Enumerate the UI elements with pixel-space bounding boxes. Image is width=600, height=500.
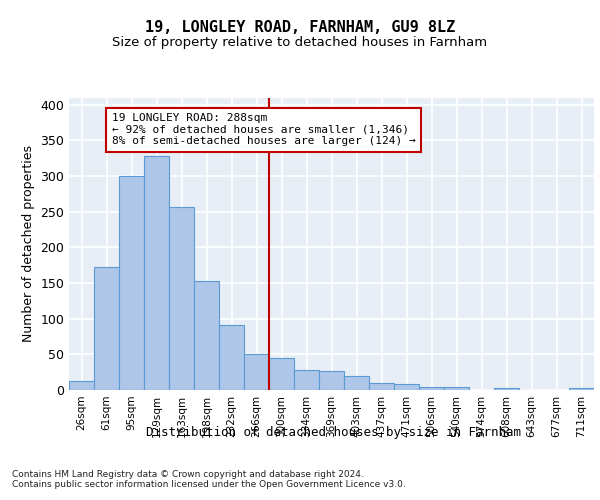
Bar	[494, 388, 519, 390]
Bar	[244, 354, 269, 390]
Text: 19, LONGLEY ROAD, FARNHAM, GU9 8LZ: 19, LONGLEY ROAD, FARNHAM, GU9 8LZ	[145, 20, 455, 35]
Bar	[119, 176, 144, 390]
Bar	[344, 376, 369, 390]
Bar	[294, 370, 319, 390]
Bar	[444, 387, 469, 390]
Bar	[419, 387, 444, 390]
Bar	[394, 384, 419, 390]
Text: Size of property relative to detached houses in Farnham: Size of property relative to detached ho…	[112, 36, 488, 49]
Bar	[569, 388, 594, 390]
Y-axis label: Number of detached properties: Number of detached properties	[22, 145, 35, 342]
Bar	[219, 325, 244, 390]
Bar	[194, 281, 219, 390]
Bar	[169, 206, 194, 390]
Bar	[369, 383, 394, 390]
Text: 19 LONGLEY ROAD: 288sqm
← 92% of detached houses are smaller (1,346)
8% of semi-: 19 LONGLEY ROAD: 288sqm ← 92% of detache…	[112, 113, 415, 146]
Text: Distribution of detached houses by size in Farnham: Distribution of detached houses by size …	[146, 426, 521, 439]
Text: Contains HM Land Registry data © Crown copyright and database right 2024.
Contai: Contains HM Land Registry data © Crown c…	[12, 470, 406, 490]
Bar	[94, 268, 119, 390]
Bar	[269, 358, 294, 390]
Bar	[69, 382, 94, 390]
Bar	[144, 156, 169, 390]
Bar	[319, 370, 344, 390]
